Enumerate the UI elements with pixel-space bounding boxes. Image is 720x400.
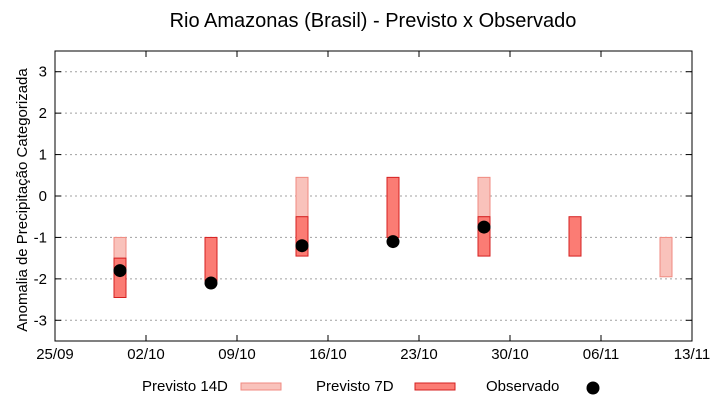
y-tick-label: -1 xyxy=(34,229,47,246)
range-bar xyxy=(477,176,491,218)
observed-point xyxy=(295,239,309,253)
y-axis-ticks: 3 2 1 0 -1 -2 -3 xyxy=(34,64,692,329)
x-tick-label: 06/11 xyxy=(583,346,619,363)
observed-point xyxy=(477,220,491,234)
range-bar xyxy=(568,216,582,257)
range-bar xyxy=(113,236,127,259)
x-tick-label: 23/10 xyxy=(400,346,438,363)
x-tick-label: 25/09 xyxy=(36,346,74,363)
data-series xyxy=(113,176,673,298)
x-tick-label: 09/10 xyxy=(218,346,256,363)
chart-title: Rio Amazonas (Brasil) - Previsto x Obser… xyxy=(170,10,577,32)
y-tick-label: -2 xyxy=(34,271,47,288)
range-bar xyxy=(204,236,218,282)
range-bar xyxy=(295,176,309,218)
legend-swatch xyxy=(240,382,282,391)
legend-label: Previsto 14D xyxy=(142,378,228,395)
series-observado xyxy=(113,220,491,290)
range-bar xyxy=(659,236,673,278)
y-axis-label: Anomalia de Precipitação Categorizada xyxy=(14,68,31,332)
legend: Previsto 14D Previsto 7D Observado xyxy=(142,378,600,395)
y-tick-label: -3 xyxy=(34,312,47,329)
range-bar xyxy=(386,176,400,238)
x-tick-label: 13/11 xyxy=(674,346,710,363)
legend-label: Observado xyxy=(486,378,559,395)
x-tick-label: 16/10 xyxy=(309,346,347,363)
legend-label: Previsto 7D xyxy=(316,378,394,395)
y-tick-label: 0 xyxy=(39,188,47,205)
x-axis-ticks: 25/09 02/10 09/10 16/10 23/10 30/10 06/11 13/11 xyxy=(36,51,710,363)
legend-swatch xyxy=(586,381,600,395)
x-tick-label: 30/10 xyxy=(491,346,529,363)
y-tick-label: 3 xyxy=(39,64,47,81)
x-tick-label: 02/10 xyxy=(127,346,165,363)
observed-point xyxy=(113,264,127,278)
observed-point xyxy=(386,235,400,249)
legend-swatch xyxy=(414,382,456,391)
observed-point xyxy=(204,276,218,290)
y-tick-label: 2 xyxy=(39,105,47,122)
grid-lines xyxy=(55,71,692,321)
y-tick-label: 1 xyxy=(39,147,47,164)
range-bar xyxy=(113,257,127,298)
